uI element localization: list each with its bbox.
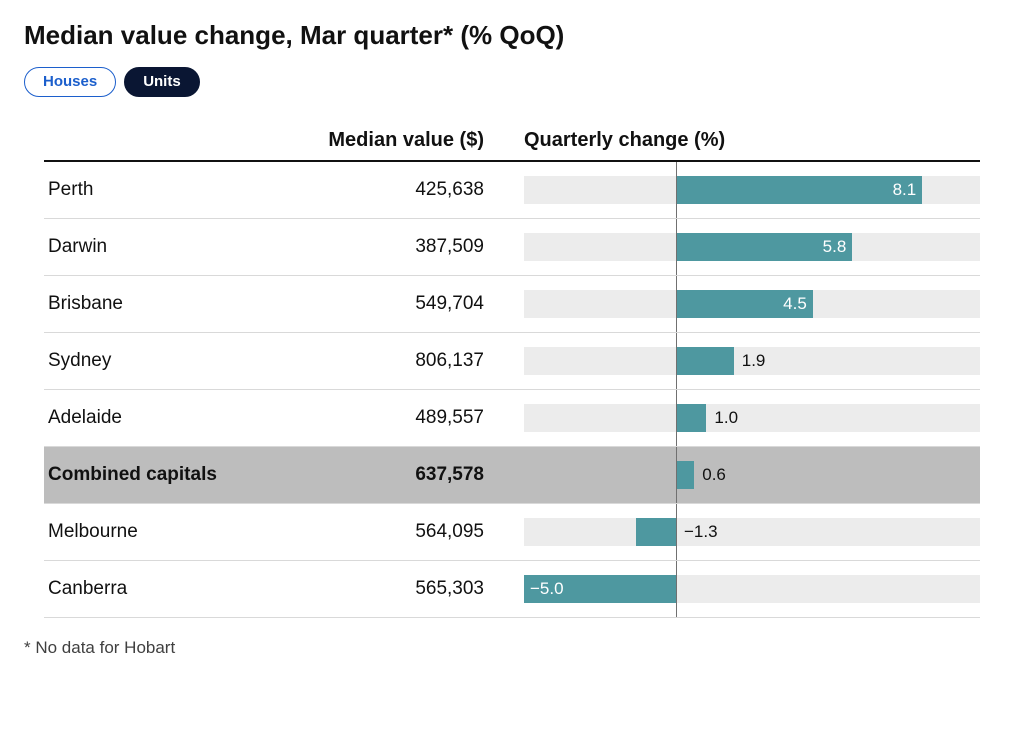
zero-line — [676, 333, 677, 389]
property-type-tabs: Houses Units — [24, 67, 1000, 97]
table-header: Median value ($) Quarterly change (%) — [44, 129, 980, 162]
bar-label: 4.5 — [783, 294, 807, 314]
bar-cell: 5.8 — [504, 219, 980, 275]
bar-track: 1.9 — [524, 347, 980, 375]
zero-line — [676, 276, 677, 332]
table-row: Darwin387,509 5.8 — [44, 219, 980, 276]
table-row: Brisbane549,704 4.5 — [44, 276, 980, 333]
bar-label: 1.9 — [742, 351, 766, 371]
table-row: Melbourne564,095 −1.3 — [44, 504, 980, 561]
bar-label: 8.1 — [893, 180, 917, 200]
median-value: 564,095 — [284, 521, 504, 543]
bar-cell: −1.3 — [504, 504, 980, 560]
bar-label: −1.3 — [684, 522, 718, 542]
zero-line — [676, 504, 677, 560]
city-name: Canberra — [44, 578, 284, 600]
header-change: Quarterly change (%) — [504, 129, 980, 152]
bar-cell: 4.5 — [504, 276, 980, 332]
bar-track: −5.0 — [524, 575, 980, 603]
header-median: Median value ($) — [284, 129, 504, 152]
chart-title: Median value change, Mar quarter* (% QoQ… — [24, 20, 1000, 51]
city-name: Darwin — [44, 236, 284, 258]
city-name: Combined capitals — [44, 464, 284, 486]
bar-track: 0.6 — [524, 461, 980, 489]
table-row: Combined capitals637,578 0.6 — [44, 447, 980, 504]
table-row: Perth425,638 8.1 — [44, 162, 980, 219]
table-body: Perth425,6388.1Darwin387,5095.8Brisbane5… — [44, 162, 980, 618]
bar-cell: 0.6 — [504, 447, 980, 503]
bar-cell: −5.0 — [504, 561, 980, 617]
city-name: Melbourne — [44, 521, 284, 543]
bar-label: −5.0 — [530, 579, 564, 599]
city-name: Perth — [44, 179, 284, 201]
footnote: * No data for Hobart — [24, 638, 1000, 658]
city-name: Sydney — [44, 350, 284, 372]
bar-cell: 8.1 — [504, 162, 980, 218]
median-value: 806,137 — [284, 350, 504, 372]
bar — [636, 518, 676, 546]
median-value: 549,704 — [284, 293, 504, 315]
bar-track: 8.1 — [524, 176, 980, 204]
bar-cell: 1.0 — [504, 390, 980, 446]
bar — [676, 461, 694, 489]
table-row: Adelaide489,557 1.0 — [44, 390, 980, 447]
zero-line — [676, 561, 677, 617]
chart-container: Median value ($) Quarterly change (%) Pe… — [24, 129, 1000, 618]
zero-line — [676, 219, 677, 275]
median-value: 489,557 — [284, 407, 504, 429]
bar-label: 1.0 — [714, 408, 738, 428]
tab-houses[interactable]: Houses — [24, 67, 116, 97]
bar-track: 1.0 — [524, 404, 980, 432]
bar-label: 5.8 — [823, 237, 847, 257]
bar-track: 5.8 — [524, 233, 980, 261]
zero-line — [676, 390, 677, 446]
city-name: Brisbane — [44, 293, 284, 315]
tab-units[interactable]: Units — [124, 67, 200, 97]
bar-track: 4.5 — [524, 290, 980, 318]
zero-line — [676, 447, 677, 503]
bar-label: 0.6 — [702, 465, 726, 485]
zero-line — [676, 162, 677, 218]
bar — [676, 176, 922, 204]
median-value: 387,509 — [284, 236, 504, 258]
table-row: Canberra565,303 −5.0 — [44, 561, 980, 618]
bar-cell: 1.9 — [504, 333, 980, 389]
median-value: 637,578 — [284, 464, 504, 486]
table-row: Sydney806,137 1.9 — [44, 333, 980, 390]
bar-track: −1.3 — [524, 518, 980, 546]
median-value: 565,303 — [284, 578, 504, 600]
median-value: 425,638 — [284, 179, 504, 201]
city-name: Adelaide — [44, 407, 284, 429]
bar — [676, 347, 734, 375]
bar — [676, 404, 706, 432]
